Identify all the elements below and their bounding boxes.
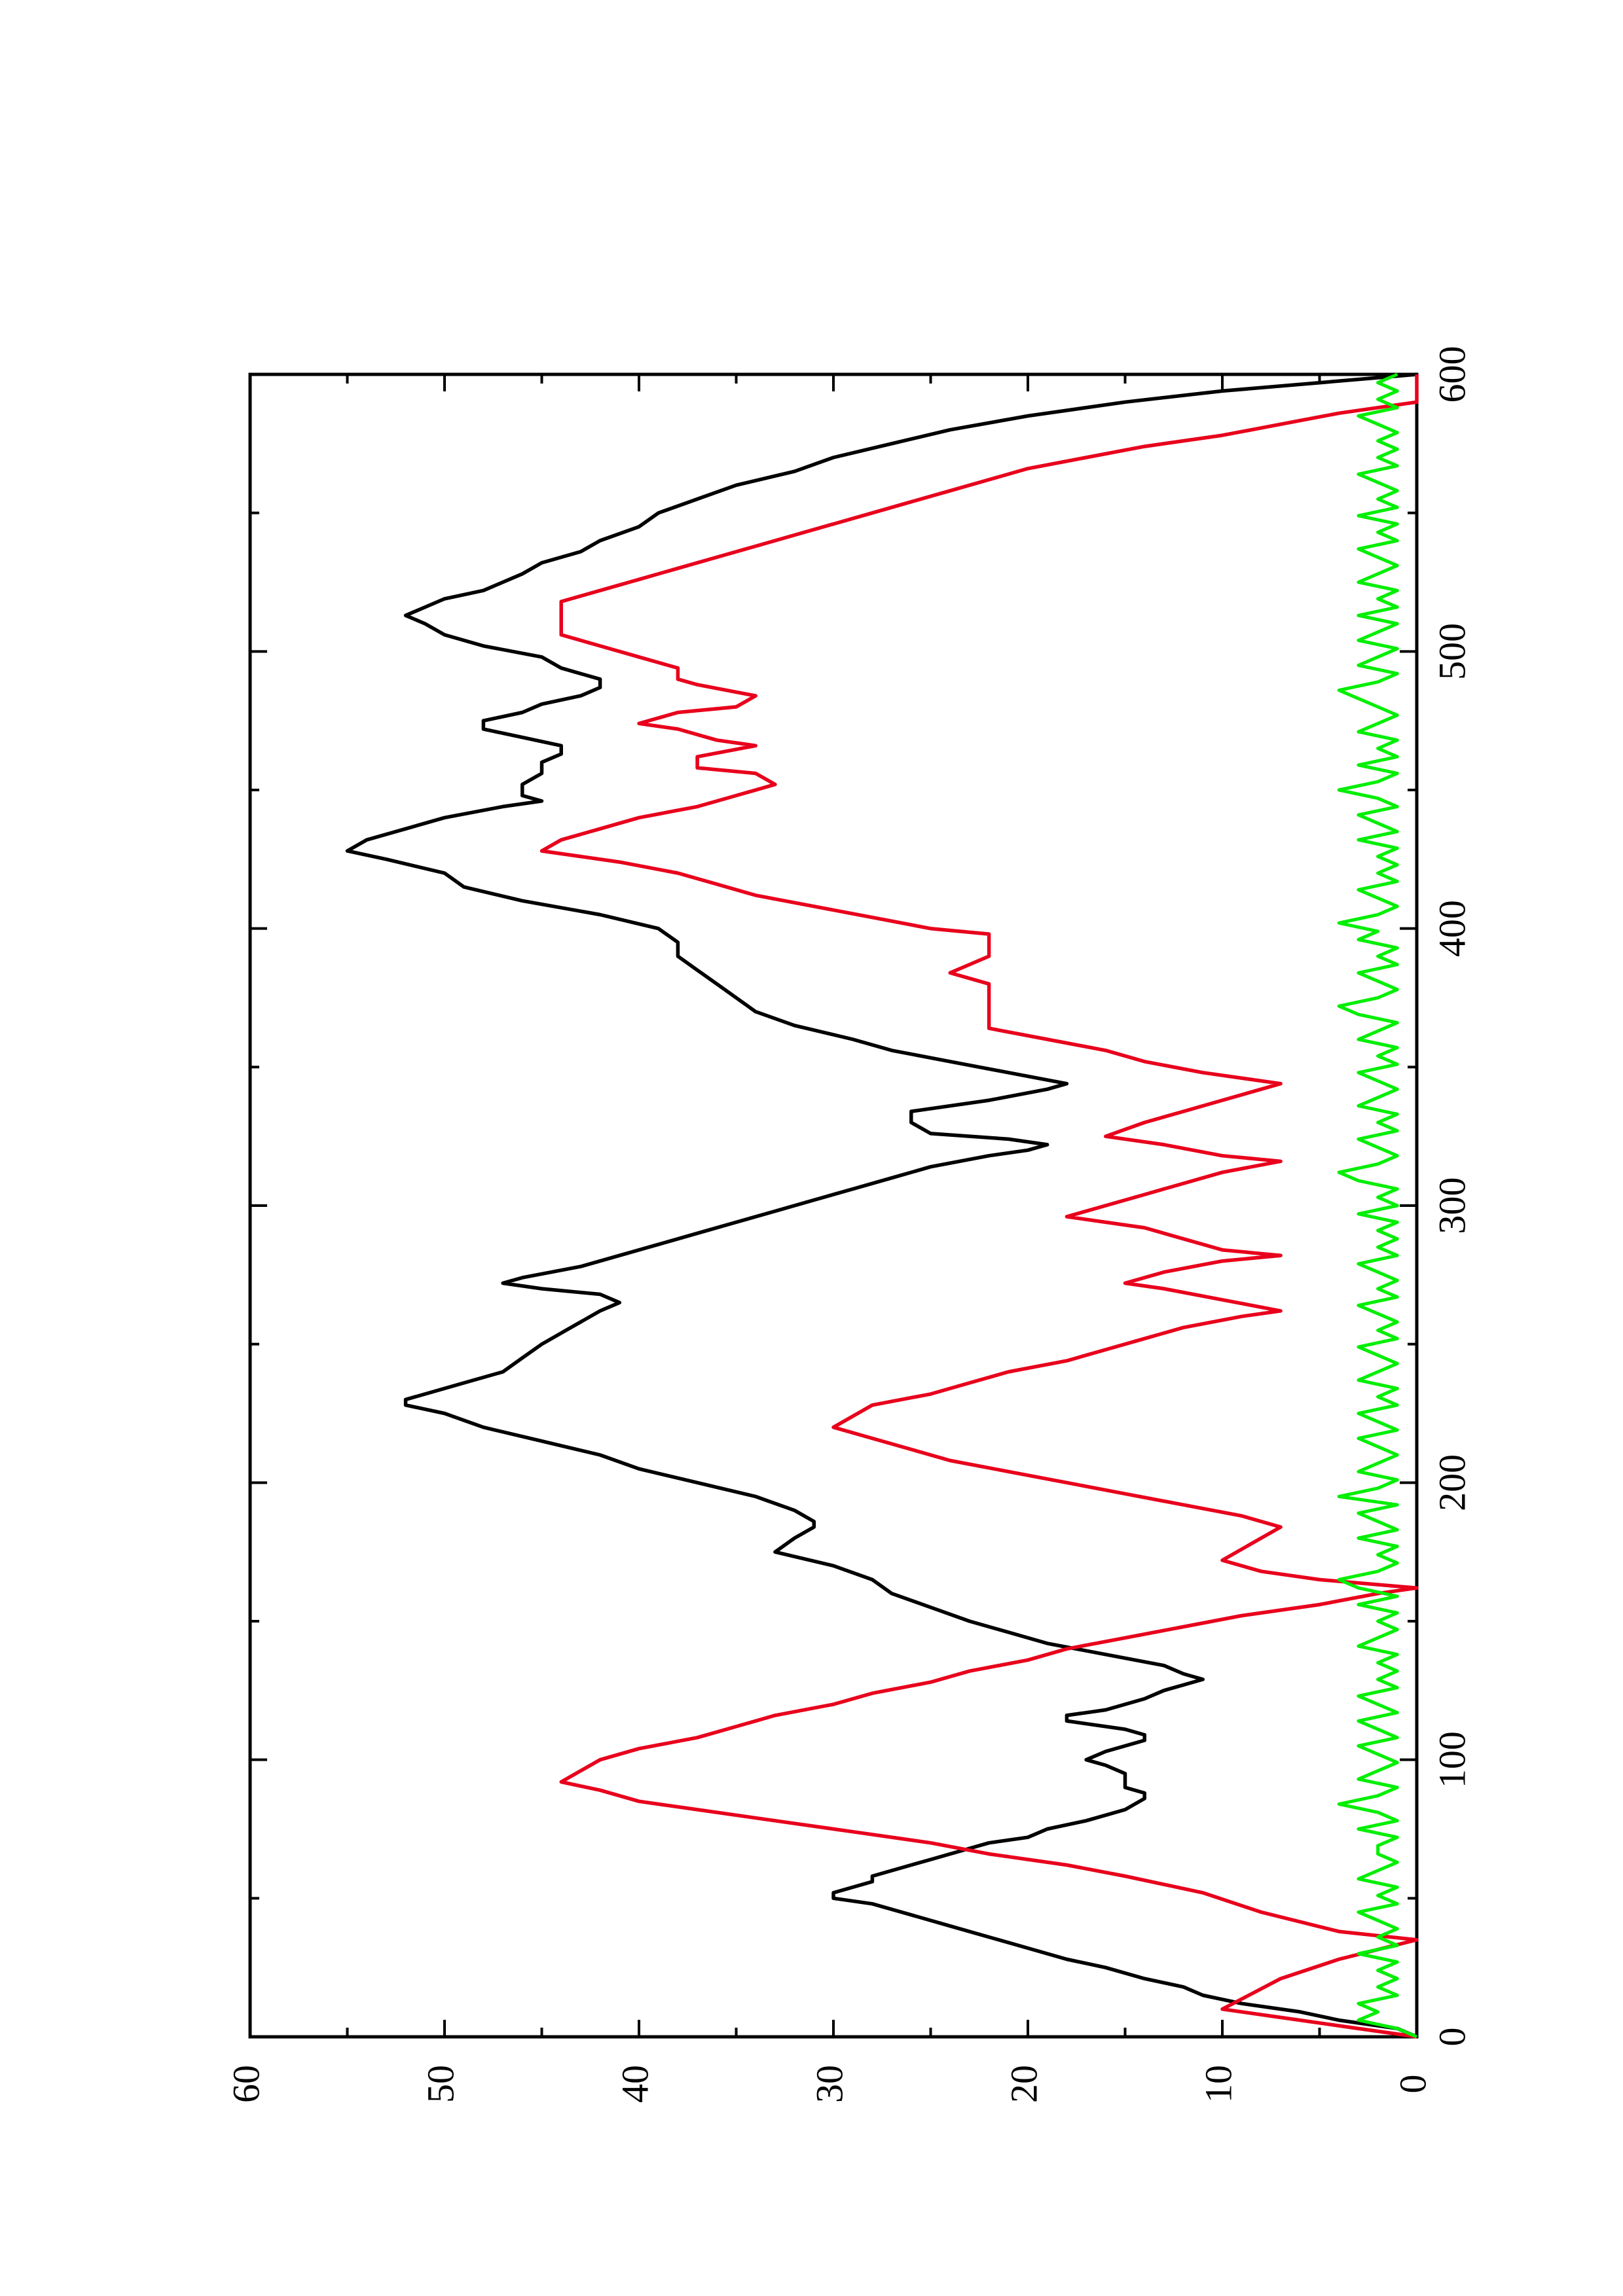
y-tick-label: 60 [225, 2065, 267, 2103]
y-tick-label: 20 [1002, 2065, 1045, 2103]
y-tick-label: 30 [808, 2065, 850, 2103]
x-tick-label: 400 [1431, 900, 1473, 957]
x-tick-label: 0 [1431, 2028, 1473, 2047]
series-line-1 [345, 372, 1418, 2039]
x-tick-label: 600 [1431, 346, 1473, 403]
y-tick-label: 40 [613, 2065, 656, 2103]
y-tick-label: 10 [1197, 2065, 1239, 2103]
x-tick-label: 500 [1431, 623, 1473, 680]
axis-tick-labels: 0 100 200 300 400 500 600 0 10 20 30 40 50 60 [225, 346, 1473, 2104]
x-tick-label: 100 [1431, 1731, 1473, 1788]
x-tick-label: 300 [1431, 1177, 1473, 1234]
series-line-2 [539, 374, 1419, 2039]
x-tick-label: 200 [1431, 1454, 1473, 1511]
series-group [345, 372, 1419, 2039]
series-line-3 [1337, 372, 1417, 2039]
y-tick-label: 50 [419, 2065, 462, 2103]
y-tick-label: 0 [1391, 2075, 1434, 2094]
